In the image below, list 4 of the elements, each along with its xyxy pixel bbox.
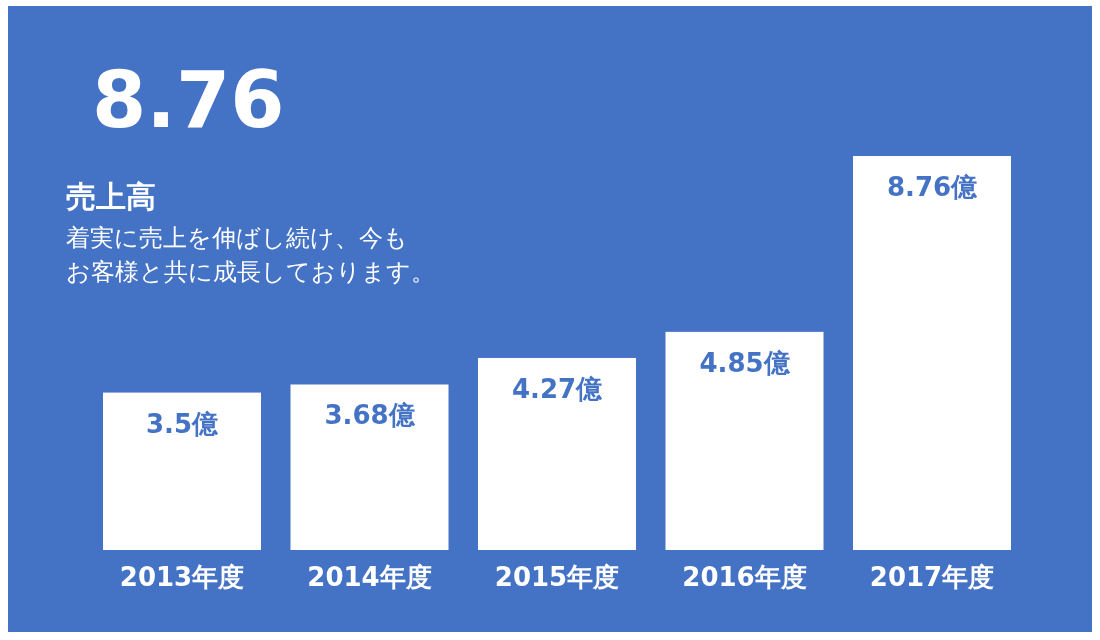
annotation: 着実に売上を伸ばし続け、今も xyxy=(66,224,408,252)
subtitle: 売上高 xyxy=(66,179,156,214)
title: 8.76 xyxy=(92,55,285,145)
annotation: お客様と共に成長しております。 xyxy=(66,258,435,286)
